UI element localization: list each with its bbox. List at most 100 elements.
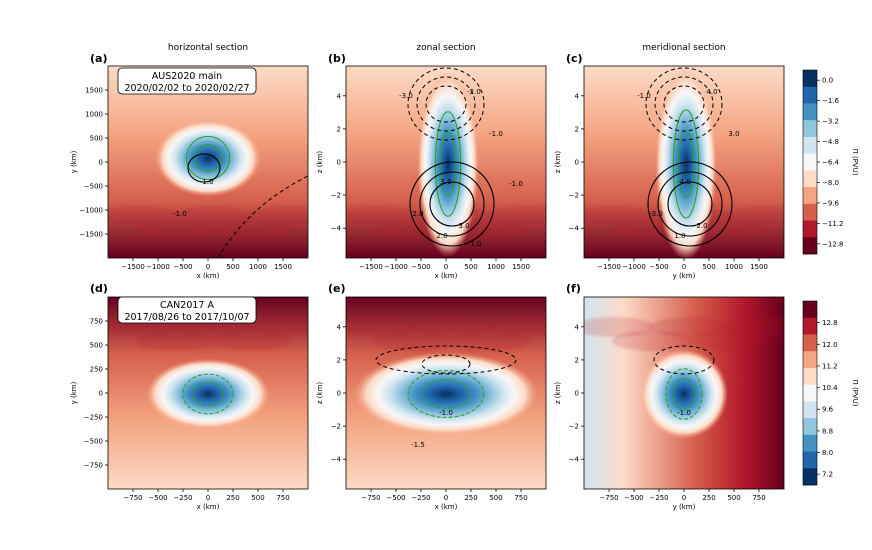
- y-axis-label: z (km): [316, 382, 324, 405]
- contour-black: [647, 161, 733, 247]
- colorbar-frame: [802, 300, 818, 486]
- contour-black-dashed: [416, 76, 476, 132]
- x-tick-label: 1000: [487, 263, 505, 271]
- y-tick-label: 0: [337, 390, 341, 398]
- colorbar-segment: [803, 334, 817, 352]
- colorbar-tick-label: 9.6: [822, 406, 834, 414]
- field-band: [726, 206, 784, 226]
- x-tick-label: 750: [514, 494, 527, 502]
- x-tick-label: 500: [251, 494, 264, 502]
- colorbar-tick-label: −12.8: [822, 240, 843, 248]
- y-tick-label: 0: [337, 159, 341, 167]
- y-tick-label: −250: [84, 414, 103, 422]
- x-tick-label: 750: [752, 494, 765, 502]
- colorbar-segment: [803, 153, 817, 171]
- colorbar-segment: [803, 86, 817, 104]
- field-band: [136, 331, 216, 351]
- colorbar-tick-label: −11.2: [822, 220, 843, 228]
- contour-green: [672, 109, 700, 219]
- x-tick-label: −500: [148, 494, 167, 502]
- contour-green-inner: [192, 381, 224, 407]
- colorbar-can2017: 12.8 12.0 11.2 10.4 9.6 8.8 8.0 7.2 Π (PVU): [802, 300, 859, 486]
- x-tick-label: −500: [386, 494, 405, 502]
- y-tick-label: 750: [90, 318, 103, 326]
- y-tick-label: −2: [331, 192, 341, 200]
- panel-letter-e: (e): [328, 282, 346, 295]
- y-tick-label: 0: [99, 159, 103, 167]
- field-band: [688, 331, 768, 351]
- y-tick-label: −4: [331, 456, 342, 464]
- anomaly-core: [146, 358, 270, 430]
- contour-black: [187, 153, 221, 183]
- contour-label: 2.0: [436, 232, 447, 240]
- colorbar-tick-label: −3.2: [822, 118, 839, 126]
- annotation-dates-can2017: 2017/08/26 to 2017/10/07: [124, 312, 249, 323]
- contour-green: [407, 370, 485, 418]
- contour-black: [429, 181, 475, 227]
- colorbar-tick-label: 10.4: [822, 384, 838, 392]
- colorbar-tick-label: −9.6: [822, 199, 840, 207]
- x-tick-label: 750: [276, 494, 289, 502]
- panel-letter-c: (c): [566, 52, 583, 65]
- x-tick-label: −500: [173, 263, 192, 271]
- field-band: [726, 317, 784, 337]
- contour-black: [657, 171, 723, 237]
- x-tick-label: 250: [464, 494, 477, 502]
- colorbar-segment: [803, 434, 817, 452]
- colorbar-tick-label: 7.2: [822, 471, 833, 479]
- contour-label: 1.0: [674, 232, 685, 240]
- contour-label: -3.0: [399, 92, 413, 100]
- y-tick-label: 1500: [85, 87, 103, 95]
- y-tick-label: 0: [99, 390, 103, 398]
- x-tick-label: 0: [682, 263, 686, 271]
- y-tick-label: 4: [575, 92, 580, 100]
- x-tick-label: −500: [411, 263, 430, 271]
- x-axis-label: x (km): [197, 272, 220, 280]
- x-tick-label: 1500: [512, 263, 530, 271]
- x-tick-label: 0: [444, 263, 448, 271]
- field-band: [250, 317, 308, 337]
- contour-label: -1.0: [173, 210, 187, 218]
- contour-black-dashed: [654, 76, 714, 132]
- x-tick-label: −1000: [146, 263, 170, 271]
- panel-c: -4.0 -3.0 -1.0 4.0 3.0 2.0 1.0 −1500 −1000 −500 0 5…: [554, 65, 785, 280]
- y-tick-label: 4: [575, 323, 580, 331]
- colorbar-segment: [803, 468, 817, 486]
- contour-green: [185, 135, 231, 181]
- colorbar-segment: [803, 237, 817, 255]
- colorbar-tick-label: −4.8: [822, 138, 839, 146]
- y-tick-label: −2: [569, 423, 579, 431]
- y-tick-label: −1500: [79, 231, 103, 239]
- contour-black: [409, 161, 495, 247]
- colorbar-tick-label: 8.0: [822, 449, 833, 457]
- contour-black: [667, 181, 713, 227]
- y-axis-label: y (km): [70, 381, 78, 404]
- y-tick-label: −4: [331, 225, 342, 233]
- y-axis-label: z (km): [554, 151, 562, 174]
- contour-label: -1.0: [677, 409, 691, 417]
- panel-letter-f: (f): [566, 282, 581, 295]
- panel-b: 3.0 2.0 -3.0 -2.0 -1.0 3.0 2.0 1.0 -1.0 −1500 −100…: [316, 65, 547, 280]
- panel-e: -1.0 -1.5 −750 −500 −250 0 250 500 750 −4 −2 0 2 4 x (…: [316, 296, 547, 511]
- contour-label: 2.0: [412, 210, 423, 218]
- contour-black-dashed: [653, 345, 715, 375]
- field-band: [212, 331, 292, 351]
- contour-black-dashed: [375, 345, 517, 375]
- contour-label: 3.0: [440, 178, 451, 186]
- contour-label: -1.0: [489, 130, 503, 138]
- y-tick-label: −2: [331, 423, 341, 431]
- y-tick-label: 2: [337, 125, 341, 133]
- colorbar-tick-label: −8.0: [822, 179, 839, 187]
- field-band: [488, 206, 546, 226]
- colorbar-tick-label: 11.2: [822, 362, 838, 370]
- x-axis-label: y (km): [673, 503, 696, 511]
- contour-black: [419, 171, 485, 237]
- panel-f: -1.0 −750 −500 −250 0 250 500 750 −4 −2 0 2 4 y (km) z…: [554, 296, 785, 511]
- y-axis-label: z (km): [316, 151, 324, 174]
- y-tick-label: 500: [90, 135, 103, 143]
- panel-letter-d: (d): [90, 282, 108, 295]
- y-axis-label: y (km): [70, 150, 78, 173]
- anomaly-core: [640, 349, 728, 439]
- y-tick-label: −750: [84, 462, 103, 470]
